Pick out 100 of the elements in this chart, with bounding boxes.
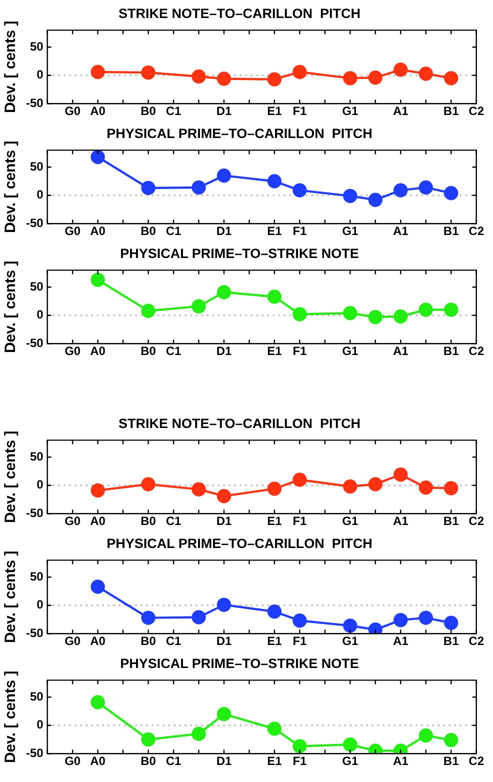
chart-title: PHYSICAL PRIME–TO–STRIKE NOTE — [120, 656, 359, 671]
x-tick-label: B0 — [140, 224, 156, 238]
point — [368, 70, 382, 85]
y-tick-label: -50 — [26, 96, 44, 110]
point — [444, 71, 458, 86]
x-tick-label: A0 — [90, 634, 106, 648]
point — [343, 306, 358, 320]
point — [343, 188, 358, 204]
point — [141, 477, 156, 492]
y-tick-label: 50 — [30, 689, 44, 704]
point — [418, 728, 433, 743]
point — [192, 610, 206, 624]
x-tick-label: B1 — [443, 344, 460, 358]
point — [444, 302, 458, 317]
x-tick-label: B0 — [140, 634, 156, 648]
x-tick-label: B0 — [140, 754, 156, 768]
point — [292, 307, 307, 322]
x-tick-label: B1 — [443, 634, 460, 648]
x-tick-label: G0 — [64, 514, 81, 528]
point — [267, 290, 282, 304]
x-tick-label: B0 — [140, 514, 156, 528]
point — [141, 65, 156, 80]
y-tick-label: -50 — [26, 746, 44, 760]
x-tick-label: D1 — [216, 514, 232, 528]
point — [292, 739, 307, 754]
point — [368, 477, 382, 492]
point — [216, 706, 232, 722]
point — [141, 304, 156, 318]
x-tick-label: E1 — [267, 754, 282, 768]
x-tick-label: E1 — [267, 514, 282, 528]
point — [267, 72, 282, 86]
point — [192, 482, 206, 496]
x-tick-label: G0 — [64, 104, 81, 118]
x-tick-label: A0 — [90, 754, 106, 768]
point — [444, 732, 458, 748]
y-tick-label: -50 — [26, 506, 44, 520]
x-tick-label: C1 — [166, 754, 182, 768]
x-tick-label: G1 — [342, 754, 358, 768]
y-tick-label: 0 — [36, 188, 44, 202]
x-tick-label: D1 — [216, 634, 232, 648]
x-tick-label: A1 — [392, 514, 409, 528]
x-tick-label: C2 — [468, 344, 484, 358]
point — [343, 737, 358, 752]
x-tick-label: A0 — [90, 514, 106, 528]
point — [444, 616, 458, 630]
point — [90, 150, 105, 164]
point — [192, 299, 206, 314]
x-tick-label: A1 — [392, 634, 409, 648]
y-tick-label: -50 — [26, 216, 44, 230]
x-tick-label: G0 — [64, 224, 81, 238]
point — [444, 481, 458, 496]
x-tick-label: G1 — [342, 224, 358, 238]
x-tick-label: F1 — [292, 514, 308, 528]
x-tick-label: A0 — [90, 344, 106, 358]
point — [418, 480, 433, 495]
y-axis-title: Dev. [ cents ] — [2, 550, 20, 644]
x-tick-label: B0 — [140, 344, 156, 358]
x-tick-label: B1 — [443, 514, 460, 528]
y-tick-label: 0 — [36, 68, 44, 82]
y-axis-title: Dev. [ cents ] — [2, 20, 20, 114]
point — [343, 479, 358, 494]
x-tick-label: D1 — [216, 104, 232, 118]
point — [267, 604, 282, 619]
point — [90, 272, 105, 287]
x-tick-label: E1 — [267, 224, 282, 238]
x-tick-label: G1 — [342, 104, 358, 118]
point — [267, 482, 282, 496]
chart-title: STRIKE NOTE–TO–CARILLON PITCH — [118, 6, 361, 21]
chart-title: PHYSICAL PRIME–TO–CARILLON PITCH — [106, 536, 372, 551]
y-axis-title: Dev. [ cents ] — [2, 670, 20, 764]
x-tick-label: E1 — [267, 104, 282, 118]
x-tick-label: C1 — [166, 224, 182, 238]
x-tick-label: F1 — [292, 104, 308, 118]
point — [343, 71, 358, 86]
point — [292, 614, 307, 628]
x-tick-label: B1 — [443, 754, 460, 768]
x-tick-label: C2 — [468, 104, 484, 118]
chart-title: STRIKE NOTE–TO–CARILLON PITCH — [118, 416, 361, 431]
y-tick-label: -50 — [26, 336, 44, 350]
x-tick-label: C2 — [468, 514, 484, 528]
point — [394, 309, 408, 324]
x-tick-label: C1 — [166, 104, 182, 118]
point — [418, 66, 433, 81]
x-tick-label: D1 — [216, 224, 232, 238]
point — [192, 69, 206, 84]
point — [368, 192, 382, 207]
point — [267, 174, 282, 188]
point — [292, 64, 307, 80]
chart-title: PHYSICAL PRIME–TO–CARILLON PITCH — [106, 126, 372, 141]
point — [394, 183, 408, 198]
y-tick-label: 50 — [30, 39, 44, 54]
x-tick-label: D1 — [216, 344, 232, 358]
y-axis-title: Dev. [ cents ] — [2, 430, 20, 524]
point — [192, 726, 206, 741]
y-tick-label: 50 — [30, 449, 44, 464]
point — [90, 64, 105, 80]
x-tick-label: A1 — [392, 754, 409, 768]
x-tick-label: C1 — [166, 634, 182, 648]
x-tick-label: A1 — [392, 344, 409, 358]
x-tick-label: A0 — [90, 104, 106, 118]
